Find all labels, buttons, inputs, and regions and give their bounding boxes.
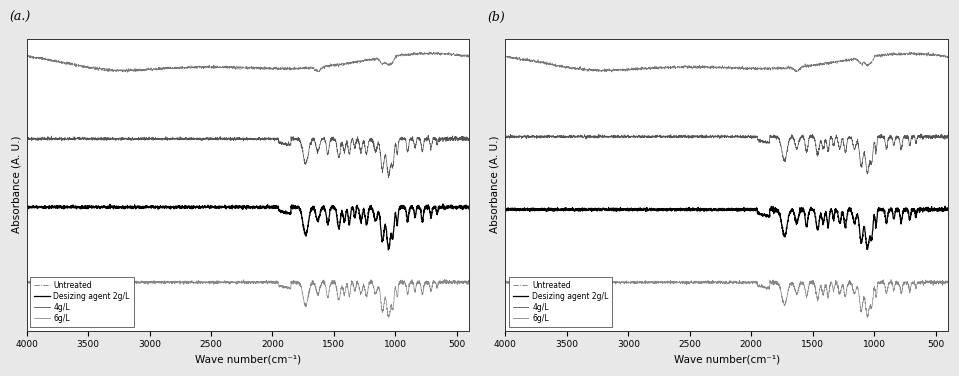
Line: Untreated: Untreated [505,52,947,72]
Text: (b): (b) [488,11,505,24]
4g/L [21,137,33,141]
4g/L [861,172,873,176]
Untreated [98,67,109,72]
Untreated [576,68,588,73]
4g/L [915,132,926,136]
Line: 6g/L: 6g/L [27,279,469,317]
6g/L [463,280,475,285]
Untreated [191,66,202,71]
Untreated [122,70,133,74]
6g/L [886,280,898,285]
6g/L [210,281,222,285]
6g/L [500,281,511,285]
Desizing agent 2g/L [689,207,700,211]
Desizing agent 2g/L [408,207,419,211]
Desizing agent 2g/L [576,206,588,210]
Line: Desizing agent 2g/L: Desizing agent 2g/L [505,206,947,249]
X-axis label: Wave number(cm⁻¹): Wave number(cm⁻¹) [673,355,780,365]
6g/L [98,280,109,284]
6g/L [71,279,82,284]
Desizing agent 2g/L [886,208,898,212]
Desizing agent 2g/L [463,206,475,211]
4g/L [71,136,82,141]
Desizing agent 2g/L [550,207,562,211]
Desizing agent 2g/L [500,205,511,210]
Y-axis label: Absorbance (A. U.): Absorbance (A. U.) [490,136,500,233]
6g/L [383,315,394,320]
Untreated [689,64,700,68]
Line: 4g/L: 4g/L [505,134,947,174]
4g/L [423,133,434,138]
4g/L [383,176,394,180]
Desizing agent 2g/L [862,247,874,252]
Line: 4g/L: 4g/L [27,135,469,178]
Untreated [886,52,898,56]
Desizing agent 2g/L [939,204,950,208]
Desizing agent 2g/L [933,206,945,210]
6g/L [885,277,897,282]
Y-axis label: Absorbance (A. U.): Absorbance (A. U.) [12,136,21,233]
Desizing agent 2g/L [191,205,202,210]
6g/L [669,280,681,285]
Line: 6g/L: 6g/L [505,280,947,317]
4g/L [98,136,109,141]
Desizing agent 2g/L [669,207,681,212]
Untreated [606,70,618,74]
Desizing agent 2g/L [210,205,222,209]
4g/L [210,136,222,141]
4g/L [576,134,588,138]
6g/L [408,281,419,285]
4g/L [934,135,946,139]
Line: Desizing agent 2g/L: Desizing agent 2g/L [27,204,469,250]
Legend: Untreated, Desizing agent 2g/L, 4g/L, 6g/L: Untreated, Desizing agent 2g/L, 4g/L, 6g… [31,277,133,327]
4g/L [500,133,511,138]
Untreated [210,65,222,70]
6g/L [21,279,33,283]
Text: (a.): (a.) [9,11,31,24]
Desizing agent 2g/L [98,204,109,208]
Untreated [942,55,953,59]
Desizing agent 2g/L [71,205,82,210]
Untreated [71,64,82,68]
6g/L [550,280,562,285]
4g/L [463,136,475,141]
Untreated [21,53,33,57]
Untreated [455,52,466,57]
Line: Untreated: Untreated [27,52,469,72]
6g/L [942,280,953,285]
Untreated [463,54,475,59]
6g/L [439,277,451,282]
Untreated [669,66,681,70]
4g/L [455,138,466,142]
4g/L [689,135,700,139]
Desizing agent 2g/L [437,202,449,206]
6g/L [689,280,700,285]
6g/L [191,280,202,285]
6g/L [576,280,588,284]
4g/L [942,135,953,140]
6g/L [862,315,874,320]
4g/L [550,135,562,139]
Untreated [934,53,946,58]
Desizing agent 2g/L [21,204,33,208]
4g/L [669,135,681,139]
Untreated [424,50,435,54]
Legend: Untreated, Desizing agent 2g/L, 4g/L, 6g/L: Untreated, Desizing agent 2g/L, 4g/L, 6g… [509,277,613,327]
4g/L [191,137,202,142]
Untreated [550,62,562,67]
Desizing agent 2g/L [942,206,953,211]
X-axis label: Wave number(cm⁻¹): Wave number(cm⁻¹) [195,355,301,365]
Desizing agent 2g/L [383,248,394,252]
6g/L [455,280,466,285]
4g/L [408,137,419,141]
Desizing agent 2g/L [455,205,466,209]
Untreated [500,56,511,60]
4g/L [886,137,898,141]
Untreated [408,53,419,58]
6g/L [934,279,946,284]
Untreated [904,50,916,54]
